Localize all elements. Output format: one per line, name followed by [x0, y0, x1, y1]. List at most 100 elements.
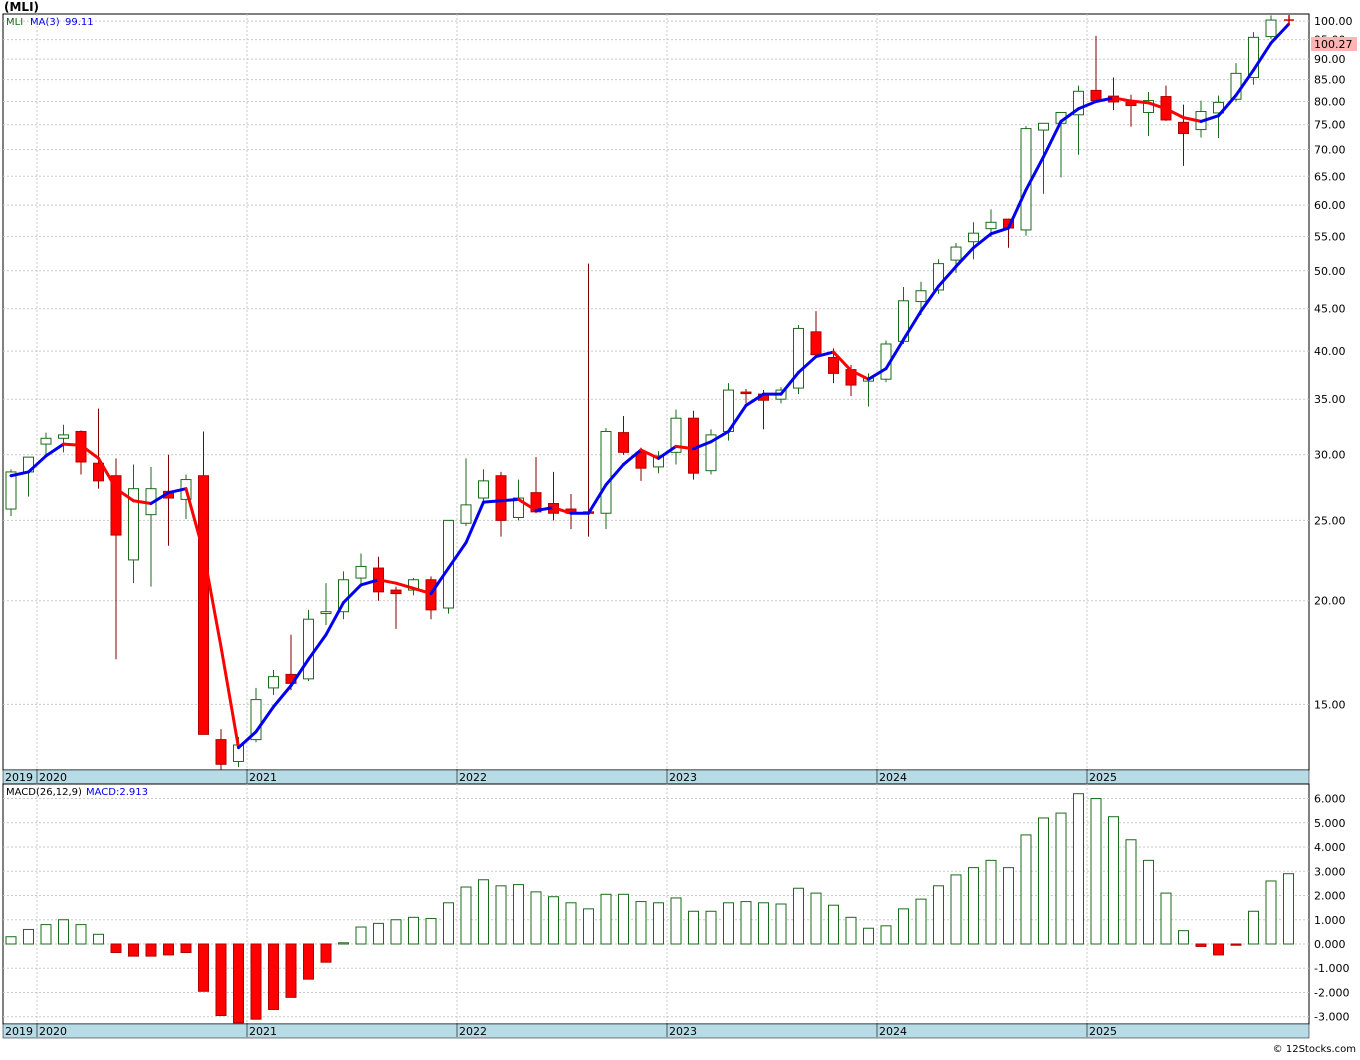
ma-segment [884, 338, 905, 371]
ma-segment [499, 497, 520, 503]
ma-segment [989, 226, 1010, 236]
macd-bar [985, 859, 997, 945]
candle-body [688, 417, 699, 474]
ma-segment [44, 442, 65, 458]
candle-body [478, 480, 489, 499]
ma-segment [919, 284, 940, 313]
candle-body [1265, 19, 1277, 38]
ma-segment [779, 370, 800, 396]
ma-segment [307, 633, 328, 661]
macd-bar [338, 942, 349, 945]
year-label: 2025 [1089, 1025, 1117, 1038]
macd-bar [110, 943, 122, 953]
ma-segment [1234, 68, 1255, 97]
macd-bar [793, 887, 804, 945]
ma-segment [639, 448, 660, 460]
macd-bar [128, 943, 139, 957]
ma-segment [272, 684, 293, 709]
ma-segment [849, 369, 870, 381]
year-label: 2024 [879, 1025, 907, 1038]
candle-body [600, 430, 612, 514]
ma-segment [254, 705, 275, 734]
ma-segment [727, 403, 748, 433]
macd-bar [740, 901, 752, 945]
macd-bar [478, 879, 489, 945]
macd-bar [58, 919, 69, 945]
macd-bar [548, 896, 559, 945]
year-label: 2022 [459, 771, 487, 784]
price-tick-label: 50.00 [1314, 265, 1346, 278]
ma-segment [167, 487, 188, 495]
ma-segment [114, 487, 135, 503]
macd-bar [530, 891, 542, 945]
ma-segment [692, 440, 713, 451]
macd-bar [933, 885, 944, 945]
price-tick-label: 15.00 [1314, 698, 1346, 711]
price-tick-label: 90.00 [1314, 53, 1346, 66]
macd-bar [653, 902, 664, 945]
candle-body [250, 699, 262, 741]
candle-body [950, 246, 962, 261]
macd-tick-label: 2.000 [1314, 890, 1346, 903]
year-label: 2019 [5, 1025, 33, 1038]
price-tick-label: 80.00 [1314, 95, 1346, 108]
candle-body [355, 565, 367, 579]
year-label: 2024 [879, 771, 907, 784]
macd-bar [495, 885, 507, 945]
macd-bar [40, 924, 52, 945]
moving-average-line [9, 15, 1294, 750]
candle-body [1020, 128, 1032, 231]
ma-segment [972, 232, 993, 250]
macd-tick-label: -1.000 [1314, 962, 1349, 975]
x-axis-band-bottom [2, 1023, 1310, 1039]
candle-body [408, 579, 419, 591]
candle-body [635, 451, 647, 469]
macd-value: MACD:2.913 [86, 787, 148, 798]
macd-bar [1283, 873, 1294, 945]
candle-body [618, 432, 629, 453]
price-tick-label: 55.00 [1314, 230, 1346, 243]
ma-segment [324, 601, 345, 637]
candle-body [1248, 36, 1259, 79]
macd-bar [408, 916, 419, 945]
price-tick-label: 35.00 [1314, 393, 1346, 406]
candle-body [1143, 100, 1154, 113]
ma-segment [9, 470, 30, 478]
candle-body [653, 455, 664, 468]
macd-bar [513, 884, 524, 945]
macd-tick-label: 1.000 [1314, 914, 1346, 927]
macd-bar [425, 918, 437, 945]
ma-segment [219, 645, 240, 750]
macd-bar [1195, 943, 1207, 947]
ma-segment [937, 264, 958, 288]
ma-segment [1252, 41, 1273, 72]
symbol-label: MLI [6, 17, 23, 28]
ma-segment [412, 586, 433, 596]
year-label: 2021 [249, 771, 277, 784]
macd-bar [810, 892, 822, 945]
year-label: 2022 [459, 1025, 487, 1038]
ma-segment [1217, 93, 1238, 118]
year-label: 2023 [669, 771, 697, 784]
ma-segment [289, 657, 310, 688]
ma-segment [1094, 96, 1115, 103]
macd-bar [320, 943, 332, 963]
candle-body [985, 221, 997, 230]
year-label: 2021 [249, 1025, 277, 1038]
ma-segment [464, 500, 485, 545]
macd-bar [828, 904, 839, 945]
price-tick-label: 30.00 [1314, 449, 1346, 462]
ma-segment [1182, 116, 1203, 123]
candle-body [93, 462, 104, 482]
x-axis-years-top: 2019 2020 2021 2022 2023 2024 2025 [5, 769, 1117, 784]
ma-segment [709, 429, 730, 444]
ma-segment [954, 246, 975, 268]
ma-segment [202, 550, 223, 649]
macd-bar [688, 910, 699, 945]
candle-body [828, 356, 839, 374]
ma-segment [1042, 119, 1063, 159]
macd-bar [1213, 943, 1224, 956]
ma-segment [1129, 99, 1150, 105]
macd-bar [198, 943, 209, 992]
